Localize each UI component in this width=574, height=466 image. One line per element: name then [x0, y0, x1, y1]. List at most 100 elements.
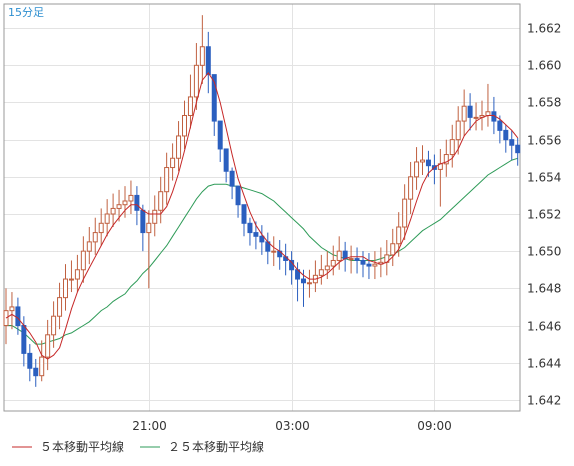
timeframe-label: 15分足 [8, 6, 44, 19]
x-tick-label: 21:00 [132, 419, 167, 433]
candle-body-down [235, 185, 241, 206]
candle-body-up [271, 250, 277, 253]
candle-body-up [420, 159, 425, 163]
candle-body-up [390, 243, 396, 256]
candle-body-down [509, 139, 515, 146]
candle [312, 260, 318, 293]
candle [57, 282, 63, 330]
legend: ５本移動平均線 ２５本移動平均線 [12, 439, 264, 454]
candle-body-down [342, 250, 348, 260]
candle-body-up [39, 356, 45, 377]
x-tick-label: 03:00 [275, 419, 310, 433]
candle [348, 245, 354, 274]
candle [360, 251, 366, 278]
candle-body-down [301, 278, 306, 284]
candle [74, 254, 80, 293]
candle-body-up [330, 259, 336, 267]
candle [33, 358, 39, 387]
candle [80, 236, 86, 283]
candle-body-up [152, 209, 158, 224]
candle-body-up [51, 315, 57, 336]
candle [384, 240, 390, 276]
candle-body-up [324, 265, 330, 271]
candle [330, 245, 336, 276]
candle-body-down [27, 352, 33, 369]
candle-body-up [336, 250, 342, 261]
candle [110, 193, 116, 228]
candle [235, 185, 241, 218]
candle [199, 15, 205, 84]
candle-body-down [241, 204, 247, 224]
candle [342, 241, 348, 272]
candle [390, 228, 396, 267]
candle-body-down [229, 170, 235, 187]
candle [223, 148, 229, 183]
x-tick-label: 09:00 [417, 419, 452, 433]
candle [515, 137, 521, 166]
candle [170, 143, 176, 181]
candle-body-up [104, 213, 110, 224]
candle-body-down [425, 159, 431, 167]
candle-body-up [128, 194, 134, 202]
candle-body-down [467, 105, 473, 118]
candle [306, 269, 312, 298]
candle [45, 319, 51, 371]
candle-body-up [116, 204, 122, 209]
candle [318, 254, 324, 285]
candle [63, 264, 68, 311]
candle [277, 240, 283, 270]
candle [366, 253, 372, 280]
y-tick-label: 1.658 [527, 96, 561, 110]
candle-body-up [187, 96, 193, 117]
candle-body-down [366, 263, 372, 267]
candle [408, 161, 414, 215]
candle [259, 225, 265, 255]
candle-body-up [122, 200, 128, 206]
candle [497, 115, 503, 144]
candle-body-down [497, 120, 503, 131]
candle [414, 147, 420, 190]
candle [104, 199, 110, 237]
candle [176, 121, 182, 172]
candle [68, 260, 74, 293]
candle-body-up [348, 258, 354, 261]
candle [116, 189, 122, 222]
candle-body-up [443, 154, 449, 165]
candle-body-up [80, 250, 86, 271]
candle-body-down [140, 209, 146, 234]
candle-body-up [170, 157, 176, 169]
candle [509, 130, 515, 161]
candle-body-up [372, 263, 378, 267]
candle [27, 344, 33, 382]
legend-ma25-label: ２５本移動平均線 [168, 439, 264, 454]
candle [467, 93, 473, 131]
candle-body-up [92, 232, 98, 243]
y-tick-label: 1.652 [527, 208, 561, 222]
candle [158, 176, 164, 224]
candle-body-up [402, 198, 408, 228]
candle-body-up [74, 269, 80, 280]
y-tick-label: 1.648 [527, 282, 561, 296]
candle [402, 184, 408, 241]
candle [247, 217, 253, 246]
candle [134, 186, 140, 226]
candle [485, 83, 491, 127]
candle-body-down [223, 148, 229, 172]
candle-body-up [306, 282, 312, 285]
candle-body-up [57, 297, 63, 317]
legend-ma5-label: ５本移動平均線 [40, 439, 124, 454]
ma25-layer [6, 157, 518, 345]
candle [86, 227, 92, 265]
ma25-line [6, 157, 518, 345]
candle-body-down [503, 129, 509, 141]
candle [301, 269, 306, 307]
grid [4, 4, 520, 411]
candle [265, 232, 271, 265]
candle [164, 152, 170, 205]
candle-body-up [86, 241, 92, 252]
candle-body-down [259, 235, 265, 243]
candle [479, 100, 485, 131]
candle-body-down [247, 222, 253, 234]
candle-body-down [360, 259, 366, 265]
